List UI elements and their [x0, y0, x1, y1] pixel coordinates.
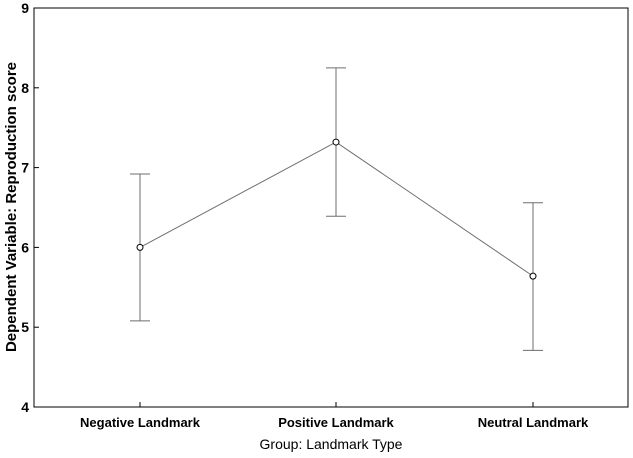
x-tick-label: Positive Landmark — [278, 415, 394, 430]
data-point — [529, 272, 537, 280]
y-tick-label: 5 — [21, 319, 29, 335]
data-point — [136, 243, 144, 251]
plot-frame — [33, 7, 629, 408]
y-tick-label: 6 — [21, 239, 29, 255]
x-axis-title: Group: Landmark Type — [260, 436, 403, 452]
y-tick-label: 4 — [21, 399, 29, 415]
series-layer — [130, 67, 543, 351]
y-tick-label: 8 — [21, 80, 29, 96]
y-axis: 4 5 6 7 8 9 — [21, 0, 39, 415]
x-axis: Negative Landmark Positive Landmark Neutra… — [80, 402, 589, 430]
y-axis-title: Dependent Variable: Reproduction score — [3, 62, 20, 352]
y-tick-label: 9 — [21, 0, 29, 16]
x-tick-label: Negative Landmark — [80, 415, 201, 430]
data-point — [332, 138, 340, 146]
y-tick-label: 7 — [21, 160, 29, 176]
x-tick-label: Neutral Landmark — [478, 415, 589, 430]
